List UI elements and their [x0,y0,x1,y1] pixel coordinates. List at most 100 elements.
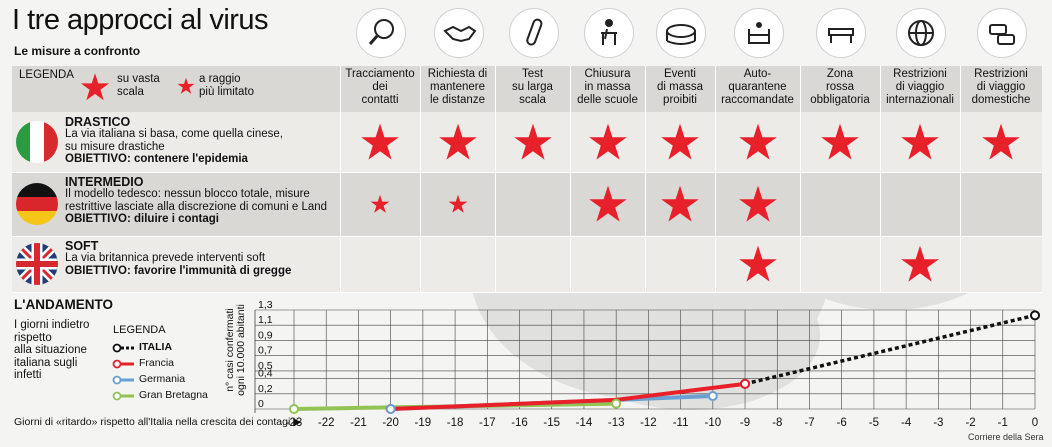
column-header: Test su larga scala [512,68,553,106]
x-tick-label: -21 [350,417,367,429]
data-point [1030,310,1040,321]
test-tube-icon [508,8,559,58]
column-divider [880,66,881,292]
x-tick-label: -18 [447,417,464,429]
large-star-icon [982,123,1020,160]
legend-small-label: a raggio più limitato [199,73,254,98]
data-point [289,404,299,414]
x-tick-label: -4 [901,417,912,429]
y-tick-label: 0,2 [258,383,273,395]
large-star-icon [738,123,777,160]
x-tick-label: -19 [415,417,432,429]
x-tick-label: -2 [965,417,975,429]
x-tick-label: -3 [933,417,943,429]
x-tick-label: -5 [869,417,879,429]
legend-large-star-icon [80,73,110,101]
column-divider [960,66,961,292]
column-header: Chiusura in massa delle scuole [577,68,638,106]
x-tick-label: -9 [740,417,750,429]
column-divider [495,66,496,292]
row-divider [12,172,1042,173]
legend-series-label: Germania [139,373,186,385]
large-star-icon [588,185,627,222]
legend-large-label: su vasta scala [117,73,160,98]
column-header: Auto- quarantene raccomandate [721,68,794,106]
row-title: INTERMEDIO [65,175,144,189]
x-tick-label: -14 [576,417,593,429]
y-tick-label: 0,4 [258,368,273,380]
roadblock-icon [816,8,866,58]
school-desk-icon [583,8,634,58]
row-title: SOFT [65,239,99,253]
handshake-icon [433,8,484,58]
x-tick-label: -11 [673,417,689,429]
column-header: Restrizioni di viaggio domestiche [971,68,1031,106]
legend-heading: LEGENDA [19,69,74,81]
trend-title: L'ANDAMENTO [14,297,113,312]
y-tick-label: 1,3 [258,299,273,311]
column-header: Eventi di massa proibiti [656,68,704,106]
row-title: DRASTICO [65,115,131,129]
legend-series-label: ITALIA [139,341,173,353]
data-point [740,378,751,389]
trend-legend-heading: LEGENDA [113,324,166,336]
row-description: La via italiana si basa, come quella cin… [65,128,283,153]
legend-swatch [112,359,134,369]
data-point [707,391,718,402]
italy-flag [16,121,58,163]
trend-description: I giorni indietro rispetto alla situazio… [14,319,90,381]
row-divider [12,292,1042,293]
row-divider [12,236,1042,237]
x-tick-label: -16 [511,417,528,429]
legend-small-star-icon [177,77,195,94]
column-header: Tracciamento dei contatti [345,68,415,106]
x-tick-label: -23 [286,417,303,429]
large-star-icon [661,185,699,222]
row-description: Il modello tedesco: nessun blocco totale… [65,188,328,213]
legend-swatch [112,343,134,353]
measure-row [12,236,1042,292]
x-tick-label: -12 [640,417,657,429]
column-divider [645,66,646,292]
legend-series-label: Francia [139,357,175,369]
x-tick-label: -1 [998,417,1008,429]
row-goal: OBIETTIVO: favorire l'immunità di gregge [65,264,292,277]
column-divider [420,66,421,292]
column-header: Zona rossa obbligatoria [810,68,870,106]
large-star-icon [738,185,777,222]
legend-swatch [112,391,134,401]
data-point [611,398,622,409]
large-star-icon [438,123,477,160]
small-star-icon [370,194,390,213]
column-divider [570,66,571,292]
large-star-icon [901,245,939,282]
x-tick-label: -20 [382,417,399,429]
y-tick-label: 0,5 [258,360,273,372]
series-line [744,313,1036,386]
row-goal: OBIETTIVO: contenere l'epidemia [65,153,248,165]
large-star-icon [361,123,399,160]
y-tick-label: 0,7 [258,345,273,357]
column-header: Restrizioni di viaggio internazionali [886,68,954,106]
small-star-icon [448,194,467,213]
page-subtitle: Le misure a confronto [14,44,141,58]
row-description: La via britannica prevede interventi sof… [65,252,266,264]
traffic-cars-icon [977,8,1027,58]
measure-row [12,172,1042,236]
x-tick-label: -7 [804,417,814,429]
large-star-icon [901,123,939,160]
page-title: I tre approcci al virus [12,4,269,36]
column-divider [715,66,716,292]
large-star-icon [821,123,859,160]
x-tick-label: -10 [705,417,722,429]
large-star-icon [661,123,699,160]
column-divider [340,66,341,292]
x-axis-title: Giorni di «ritardo» rispetto all'Italia … [14,416,302,428]
x-tick-label: 0 [1032,417,1038,429]
large-star-icon [513,123,552,160]
armchair-icon [733,8,784,58]
column-header: Richiesta di mantenere le distanze [427,68,488,106]
large-star-icon [738,245,777,282]
